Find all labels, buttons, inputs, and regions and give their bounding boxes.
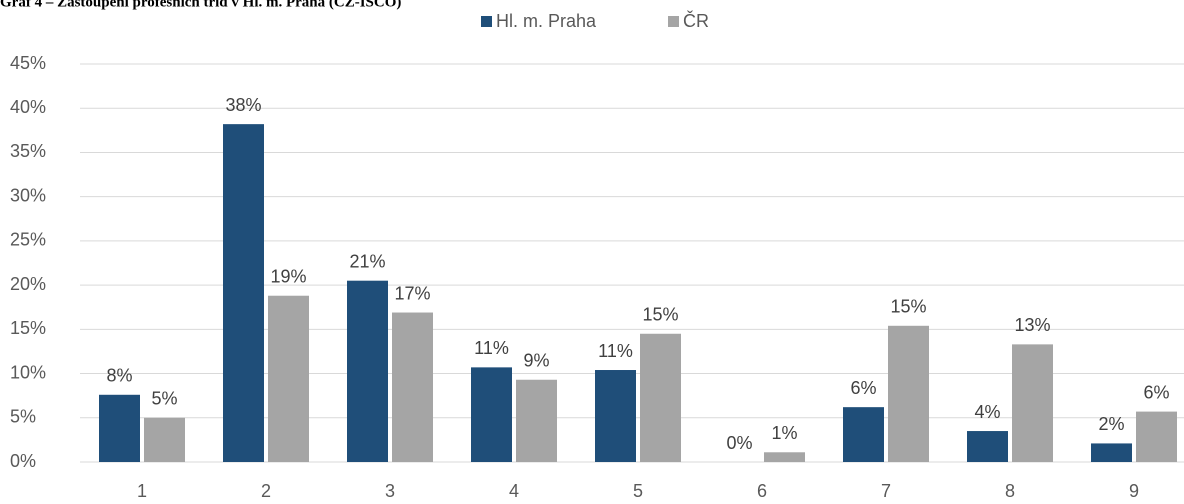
value-label: 6%: [850, 378, 876, 398]
bar: [1012, 344, 1053, 462]
bar: [268, 295, 309, 462]
y-tick-label: 15%: [10, 318, 46, 338]
x-tick-label: 8: [1005, 481, 1015, 501]
y-tick-label: 20%: [10, 274, 46, 294]
value-label: 21%: [349, 251, 385, 271]
value-label: 0%: [726, 433, 752, 453]
value-label: 5%: [151, 389, 177, 409]
bar: [347, 280, 388, 462]
bar: [595, 370, 636, 462]
value-label: 38%: [225, 95, 261, 115]
value-label: 9%: [523, 350, 549, 370]
legend-label: ČR: [683, 10, 709, 31]
y-tick-label: 5%: [10, 407, 36, 427]
bar: [223, 124, 264, 463]
value-label: 19%: [270, 266, 306, 286]
y-tick-label: 25%: [10, 230, 46, 250]
x-tick-label: 7: [881, 481, 891, 501]
bar: [640, 333, 681, 462]
x-tick-label: 6: [757, 481, 767, 501]
y-tick-label: 30%: [10, 185, 46, 205]
y-tick-label: 40%: [10, 97, 46, 117]
bar: [471, 367, 512, 462]
y-tick-label: 35%: [10, 141, 46, 161]
x-tick-label: 2: [261, 481, 271, 501]
value-label: 4%: [974, 402, 1000, 422]
legend-label: Hl. m. Praha: [496, 11, 597, 31]
y-tick-label: 10%: [10, 362, 46, 382]
bar: [99, 394, 140, 462]
value-label: 1%: [771, 423, 797, 443]
value-label: 6%: [1143, 382, 1169, 402]
chart-title: Graf 4 – Zastoupení profesních tříd v Hl…: [0, 0, 401, 10]
x-tick-label: 1: [137, 481, 147, 501]
value-label: 15%: [890, 297, 926, 317]
value-label: 11%: [474, 338, 509, 358]
value-label: 17%: [394, 283, 430, 303]
bar: [392, 312, 433, 462]
bar: [1136, 411, 1177, 462]
bar: [967, 431, 1008, 462]
value-label: 13%: [1014, 315, 1050, 335]
value-label: 11%: [598, 341, 633, 361]
value-label: 15%: [642, 305, 678, 325]
x-tick-label: 4: [509, 481, 519, 501]
x-tick-label: 5: [633, 481, 643, 501]
value-label: 2%: [1098, 414, 1124, 434]
bar: [888, 325, 929, 462]
x-tick-label: 3: [385, 481, 395, 501]
y-tick-label: 0%: [10, 451, 36, 471]
x-tick-label: 9: [1129, 481, 1139, 501]
bar: [516, 379, 557, 462]
bar: [144, 417, 185, 462]
bar: [843, 407, 884, 462]
y-tick-label: 45%: [10, 53, 46, 73]
bar: [764, 452, 805, 462]
legend-swatch: [668, 16, 679, 27]
legend-swatch: [481, 16, 492, 27]
bar: [1091, 443, 1132, 462]
value-label: 8%: [106, 366, 132, 386]
